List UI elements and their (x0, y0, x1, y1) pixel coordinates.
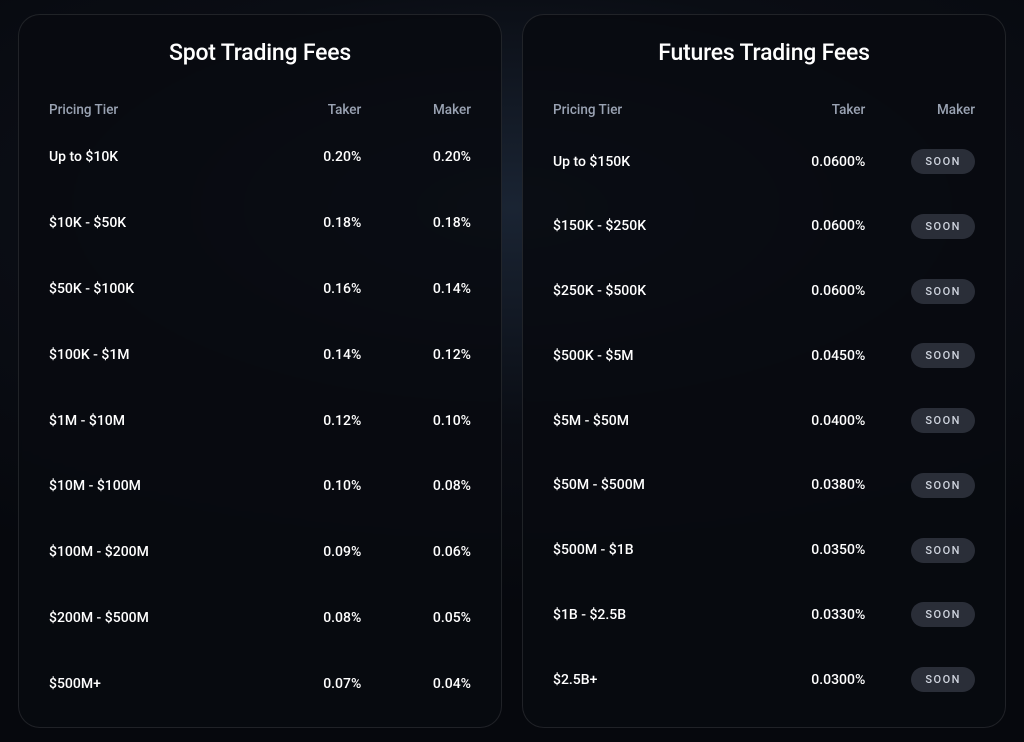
panel-title: Spot Trading Fees (49, 39, 471, 66)
cell-taker: 0.08% (252, 610, 362, 626)
cell-maker: 0.14% (361, 281, 471, 297)
soon-badge: SOON (911, 214, 975, 239)
cell-tier: $1M - $10M (49, 413, 252, 429)
cell-tier: $500K - $5M (553, 348, 756, 364)
cell-taker: 0.0600% (756, 283, 866, 299)
table-row: $250K - $500K0.0600% SOON (553, 262, 975, 321)
soon-badge: SOON (911, 149, 975, 174)
cell-taker: 0.18% (252, 215, 362, 231)
cell-tier: $200M - $500M (49, 610, 252, 626)
cell-taker: 0.14% (252, 347, 362, 363)
cell-taker: 0.0350% (756, 542, 866, 558)
cell-taker: 0.12% (252, 413, 362, 429)
header-taker: Taker (756, 102, 866, 118)
cell-maker: SOON (865, 667, 975, 692)
table-row: $2.5B+0.0300% SOON (553, 650, 975, 709)
cell-taker: 0.09% (252, 544, 362, 560)
header-taker: Taker (252, 102, 362, 118)
cell-maker: SOON (865, 343, 975, 368)
table-body: Up to $150K0.0600%SOON$150K - $250K0.060… (553, 132, 975, 709)
cell-taker: 0.20% (252, 149, 362, 165)
pricing-panels: Spot Trading Fees Pricing Tier Taker Mak… (0, 0, 1024, 742)
cell-tier: $500M+ (49, 676, 252, 692)
table-row: $10K - $50K0.18%0.18% (49, 198, 471, 248)
cell-maker: 0.18% (361, 215, 471, 231)
cell-tier: $50K - $100K (49, 281, 252, 297)
cell-maker: 0.05% (361, 610, 471, 626)
cell-taker: 0.0300% (756, 672, 866, 688)
cell-taker: 0.0450% (756, 348, 866, 364)
cell-taker: 0.0330% (756, 607, 866, 623)
soon-badge: SOON (911, 279, 975, 304)
table-row: $150K - $250K0.0600% SOON (553, 197, 975, 256)
cell-tier: $250K - $500K (553, 283, 756, 299)
cell-maker: 0.20% (361, 149, 471, 165)
header-maker: Maker (361, 102, 471, 118)
cell-tier: $100K - $1M (49, 347, 252, 363)
cell-tier: $500M - $1B (553, 542, 756, 558)
cell-tier: Up to $10K (49, 149, 252, 165)
cell-maker: SOON (865, 408, 975, 433)
table-row: $5M - $50M0.0400% SOON (553, 391, 975, 450)
futures-fees-card: Futures Trading Fees Pricing Tier Taker … (522, 14, 1006, 728)
table-row: Up to $10K0.20%0.20% (49, 132, 471, 182)
table-body: Up to $10K0.20%0.20%$10K - $50K0.18%0.18… (49, 132, 471, 709)
cell-maker: 0.08% (361, 478, 471, 494)
cell-taker: 0.10% (252, 478, 362, 494)
cell-taker: 0.0600% (756, 218, 866, 234)
cell-maker: SOON (865, 602, 975, 627)
table-row: $500K - $5M0.0450% SOON (553, 326, 975, 385)
cell-maker: SOON (865, 149, 975, 174)
cell-taker: 0.07% (252, 676, 362, 692)
soon-badge: SOON (911, 538, 975, 563)
header-maker: Maker (865, 102, 975, 118)
soon-badge: SOON (911, 408, 975, 433)
table-row: $1B - $2.5B0.0330% SOON (553, 585, 975, 644)
cell-taker: 0.0400% (756, 413, 866, 429)
soon-badge: SOON (911, 473, 975, 498)
soon-badge: SOON (911, 343, 975, 368)
soon-badge: SOON (911, 602, 975, 627)
cell-maker: 0.12% (361, 347, 471, 363)
cell-tier: $5M - $50M (553, 413, 756, 429)
table-row: Up to $150K0.0600% SOON (553, 132, 975, 191)
table-row: $500M - $1B0.0350% SOON (553, 521, 975, 580)
cell-maker: 0.04% (361, 676, 471, 692)
cell-tier: $2.5B+ (553, 672, 756, 688)
table-row: $10M - $100M0.10%0.08% (49, 461, 471, 511)
cell-tier: $150K - $250K (553, 218, 756, 234)
cell-maker: 0.06% (361, 544, 471, 560)
header-tier: Pricing Tier (49, 102, 252, 118)
table-row: $500M+0.07%0.04% (49, 659, 471, 709)
cell-tier: Up to $150K (553, 154, 756, 170)
cell-taker: 0.0600% (756, 154, 866, 170)
table-header: Pricing Tier Taker Maker (49, 96, 471, 132)
cell-taker: 0.16% (252, 281, 362, 297)
spot-fees-card: Spot Trading Fees Pricing Tier Taker Mak… (18, 14, 502, 728)
cell-maker: SOON (865, 279, 975, 304)
header-tier: Pricing Tier (553, 102, 756, 118)
cell-taker: 0.0380% (756, 477, 866, 493)
cell-tier: $10M - $100M (49, 478, 252, 494)
cell-maker: SOON (865, 473, 975, 498)
cell-maker: SOON (865, 214, 975, 239)
panel-title: Futures Trading Fees (553, 39, 975, 66)
cell-tier: $100M - $200M (49, 544, 252, 560)
cell-tier: $50M - $500M (553, 477, 756, 493)
table-row: $50M - $500M0.0380% SOON (553, 456, 975, 515)
soon-badge: SOON (911, 667, 975, 692)
cell-maker: SOON (865, 538, 975, 563)
table-row: $1M - $10M0.12%0.10% (49, 396, 471, 446)
table-row: $50K - $100K0.16%0.14% (49, 264, 471, 314)
table-row: $100K - $1M0.14%0.12% (49, 330, 471, 380)
cell-tier: $1B - $2.5B (553, 607, 756, 623)
table-row: $200M - $500M0.08%0.05% (49, 593, 471, 643)
cell-maker: 0.10% (361, 413, 471, 429)
table-header: Pricing Tier Taker Maker (553, 96, 975, 132)
cell-tier: $10K - $50K (49, 215, 252, 231)
table-row: $100M - $200M0.09%0.06% (49, 527, 471, 577)
